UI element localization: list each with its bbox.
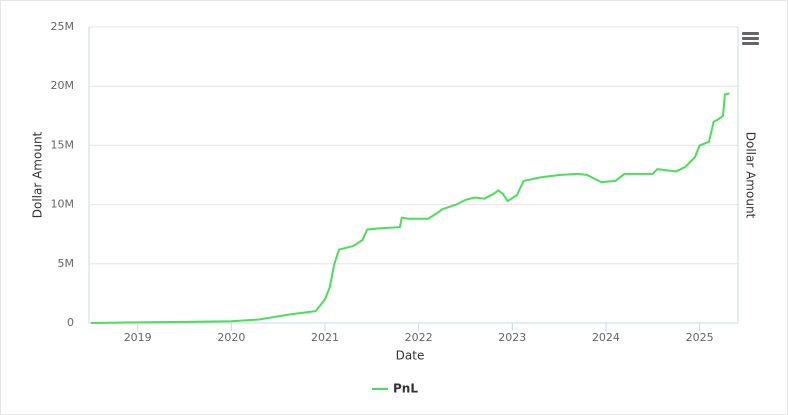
x-tick-label: 2020 — [217, 331, 245, 344]
x-tick-label: 2024 — [592, 331, 620, 344]
y-tick-label: 10M — [51, 198, 75, 211]
x-tick-label: 2025 — [686, 331, 714, 344]
menu-bar — [742, 32, 759, 35]
data-line — [90, 92, 730, 324]
x-tick-label: 2021 — [311, 331, 339, 344]
x-tick-label: 2019 — [124, 331, 152, 344]
x-axis-title: Date — [396, 349, 425, 363]
menu-bar — [742, 37, 759, 40]
y-tick-label: 0 — [67, 316, 74, 329]
menu-bar — [742, 42, 759, 45]
y2-axis-title: Dollar Amount — [744, 132, 758, 219]
x-tick-label: 2022 — [405, 331, 433, 344]
legend-label: PnL — [393, 382, 418, 396]
x-tick-label: 2023 — [498, 331, 526, 344]
y-tick-label: 5M — [58, 257, 75, 270]
y-tick-label: 15M — [51, 138, 75, 151]
legend-item[interactable]: PnL — [372, 382, 418, 396]
y-tick-label: 20M — [51, 79, 75, 92]
y-tick-label: 25M — [51, 20, 75, 33]
menu-button[interactable] — [742, 32, 759, 45]
y-axis-title: Dollar Amount — [31, 131, 45, 218]
